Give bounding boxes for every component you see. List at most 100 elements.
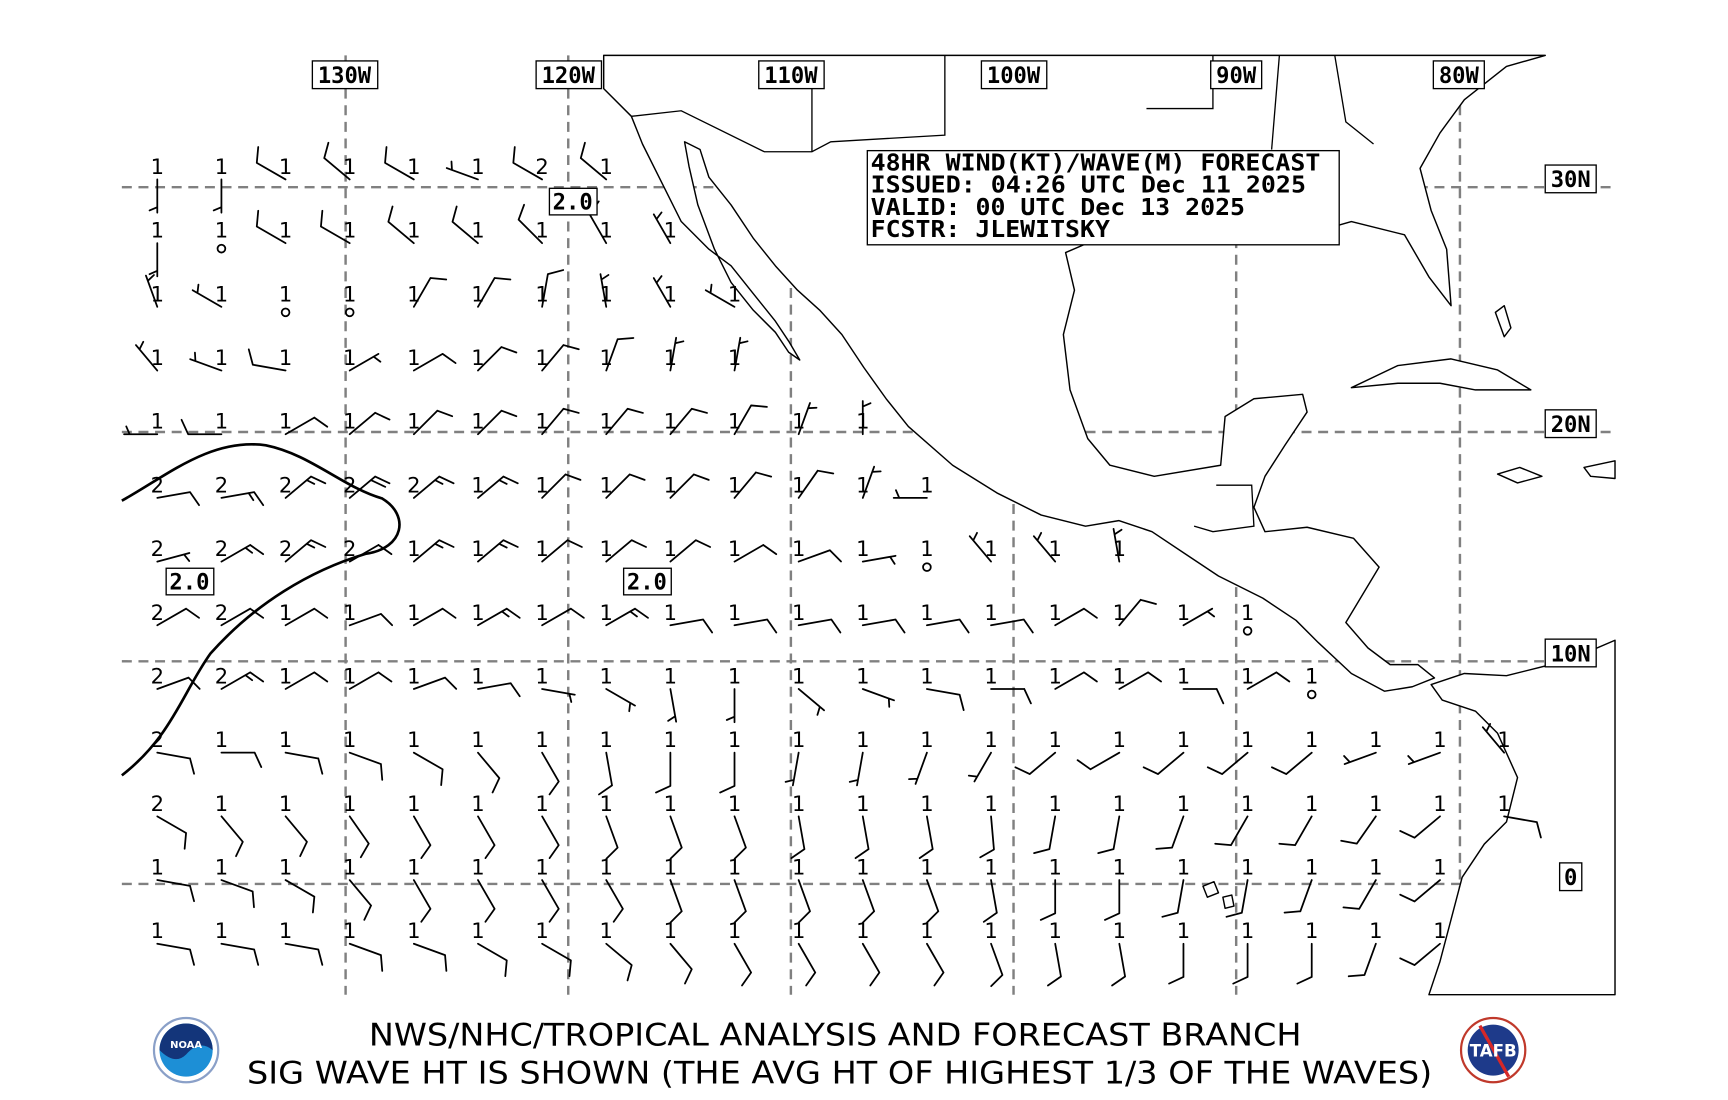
wind-barb	[517, 203, 543, 245]
longitude-label: 80W	[1439, 63, 1480, 89]
wind-barb	[220, 751, 263, 768]
wind-barb	[655, 751, 672, 794]
wave-height-value: 1	[535, 727, 548, 752]
calm-wind-circle	[344, 307, 355, 318]
wind-barb	[733, 471, 773, 499]
tafb-logo: TAFB	[1459, 1016, 1527, 1084]
wave-height-value: 1	[471, 855, 484, 880]
wind-barb	[541, 815, 560, 859]
wave-height-value: 1	[1433, 918, 1446, 943]
wave-height-value: 1	[471, 345, 484, 370]
wave-height-value: 1	[1113, 663, 1126, 688]
wave-height-value: 1	[407, 218, 420, 243]
wave-height-value: 2	[279, 536, 292, 561]
wave-height-value: 1	[535, 472, 548, 497]
wind-barb	[156, 676, 201, 690]
wind-barb	[1399, 815, 1441, 839]
wave-height-value: 1	[1048, 791, 1061, 816]
wind-barb	[725, 688, 736, 724]
wave-height-value: 1	[407, 345, 420, 370]
wind-barb	[412, 879, 432, 923]
wind-barb	[861, 688, 895, 708]
wave-height-value: 1	[600, 536, 613, 561]
wave-height-value: 1	[535, 345, 548, 370]
wind-barb	[1347, 942, 1377, 978]
wind-barb	[669, 539, 712, 563]
wave-height-value: 1	[856, 918, 869, 943]
wind-barb	[212, 178, 223, 214]
longitude-label: 100W	[987, 63, 1041, 89]
wave-height-value: 1	[664, 918, 677, 943]
wave-height-value: 1	[215, 345, 228, 370]
wind-barb	[1032, 531, 1057, 563]
wind-barb	[1225, 879, 1249, 918]
wind-barb	[180, 418, 223, 436]
wind-barb	[599, 273, 610, 308]
wave-height-value: 1	[279, 727, 292, 752]
wave-height-value: 1	[920, 600, 933, 625]
wind-barb	[1118, 671, 1162, 690]
wind-barb	[412, 815, 432, 859]
wind-barb	[1271, 751, 1313, 775]
wave-height-value: 1	[664, 472, 677, 497]
wave-height-value: 1	[728, 281, 741, 306]
wind-barb	[1278, 815, 1313, 847]
longitude-label: 120W	[542, 63, 596, 89]
wind-wave-grid: 1 1 1 1 1 1 2 1 1 1 1 1 1 1 1 1 1 1 1 1 1 1 1 1 1 1 1 1 1 1 1 1 1 1 1 1 1 1 1 1…	[123, 141, 1542, 988]
wave-height-value: 1	[664, 663, 677, 688]
wave-height-value: 1	[151, 218, 164, 243]
wind-barb	[1343, 751, 1377, 765]
wave-height-value: 1	[535, 791, 548, 816]
wave-height-value: 1	[1241, 663, 1254, 688]
wind-barb	[1296, 942, 1313, 985]
wind-barb	[733, 815, 747, 860]
wave-height-value: 1	[279, 409, 292, 434]
wind-barb	[220, 879, 255, 909]
wind-barb	[1503, 815, 1542, 839]
wave-height-value: 1	[984, 918, 997, 943]
wave-height-value: 1	[664, 281, 677, 306]
wind-barb	[579, 141, 608, 181]
wind-barb	[1039, 879, 1057, 921]
wave-height-value: 1	[664, 218, 677, 243]
wind-barb	[412, 353, 457, 372]
wave-height-value: 1	[215, 154, 228, 179]
wind-barb	[220, 607, 265, 627]
wave-height-value: 1	[1113, 855, 1126, 880]
wind-barb	[220, 815, 244, 858]
wind-barb	[123, 425, 159, 436]
wave-height-value: 1	[792, 600, 805, 625]
wave-height-value: 1	[600, 663, 613, 688]
wave-height-value: 1	[407, 791, 420, 816]
wave-height-value: 1	[984, 855, 997, 880]
wave-height-value: 1	[407, 409, 420, 434]
wave-height-value: 1	[471, 409, 484, 434]
wave-height-value: 2	[279, 472, 292, 497]
latitude-label: 20N	[1551, 412, 1591, 438]
wind-barb	[156, 942, 195, 966]
wind-barb	[284, 879, 316, 914]
galapagos-islands	[1202, 881, 1235, 910]
wave-height-value: 1	[792, 855, 805, 880]
wind-barb	[348, 353, 382, 372]
wind-barb	[1168, 942, 1185, 985]
wind-barb	[220, 671, 265, 690]
wave-height-value: 1	[1048, 727, 1061, 752]
wave-height-value: 2	[215, 472, 228, 497]
wind-barb	[990, 942, 1004, 988]
wind-barb	[605, 688, 636, 713]
wave-height-value: 1	[920, 791, 933, 816]
wind-barb	[387, 205, 415, 245]
wave-height-value: 1	[343, 600, 356, 625]
wave-height-value: 1	[728, 918, 741, 943]
wave-height-value: 2	[151, 663, 164, 688]
wave-height-value: 1	[343, 855, 356, 880]
wind-barb	[990, 618, 1034, 634]
wind-barb	[148, 242, 159, 278]
wave-height-value: 1	[535, 536, 548, 561]
wind-barb	[148, 178, 159, 214]
wind-barb	[979, 815, 995, 859]
wave-height-value: 1	[1113, 727, 1126, 752]
wind-barb	[1054, 607, 1098, 627]
wind-barb	[541, 473, 582, 499]
